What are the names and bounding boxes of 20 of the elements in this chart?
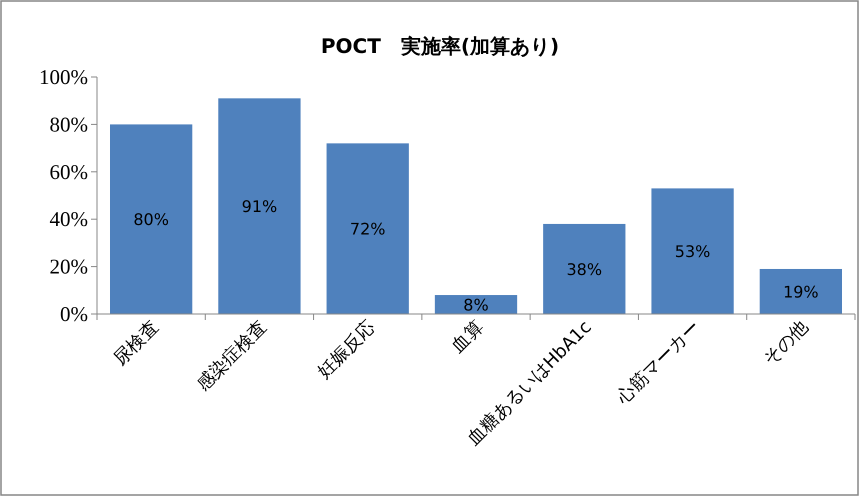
y-tick-label: 40%	[50, 207, 88, 232]
data-label: 8%	[463, 296, 489, 315]
x-tick-label: 心筋マーカー	[612, 316, 704, 409]
data-label: 19%	[783, 282, 819, 302]
x-tick-label: 血算	[447, 316, 488, 357]
data-label: 80%	[133, 210, 169, 230]
y-tick-label: 80%	[50, 112, 88, 136]
x-tick-label: 感染症検査	[192, 316, 271, 396]
y-tick-label: 0%	[60, 302, 88, 326]
title: POCT 実施率(加算あり)	[320, 34, 560, 58]
data-label: 38%	[566, 260, 602, 279]
y-tick-label: 100%	[39, 65, 88, 89]
x-tick-label: その他	[759, 316, 812, 370]
data-label: 53%	[674, 242, 710, 262]
x-tick-label: 妊娠反応	[313, 316, 380, 382]
data-label: 72%	[350, 220, 386, 239]
x-tick-label: 尿検査	[110, 316, 163, 370]
data-label: 91%	[242, 197, 278, 216]
y-tick-label: 60%	[50, 160, 88, 184]
y-tick-label: 20%	[50, 254, 88, 279]
